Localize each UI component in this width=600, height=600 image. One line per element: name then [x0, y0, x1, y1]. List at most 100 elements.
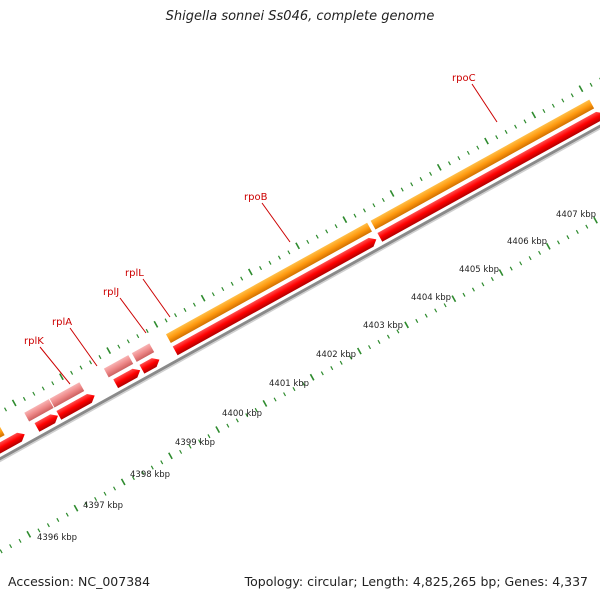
- tick-mark: [353, 213, 357, 218]
- scale-label: 4403 kbp: [363, 321, 403, 331]
- tick-mark: [471, 287, 475, 292]
- tick-mark: [200, 294, 206, 302]
- gene-rplK[interactable]: [24, 399, 54, 422]
- tick-mark: [356, 347, 362, 355]
- gene-label-rpoB: rpoB: [244, 192, 268, 203]
- tick-mark: [79, 365, 83, 370]
- tick-mark: [362, 208, 366, 213]
- tick-mark: [509, 266, 513, 271]
- tick-mark: [400, 187, 404, 192]
- tick-mark: [9, 544, 13, 549]
- cds-rpoC[interactable]: [377, 109, 600, 242]
- genome-backbone: [0, 102, 600, 542]
- tick-mark: [150, 465, 154, 470]
- scale-label: 4407 kbp: [556, 210, 596, 220]
- tick-mark: [396, 329, 400, 334]
- tick-mark: [519, 261, 523, 266]
- tick-mark: [451, 295, 457, 303]
- tick-mark: [542, 108, 546, 114]
- cds-feature[interactable]: [56, 391, 97, 420]
- tick-mark: [59, 373, 64, 381]
- scale-label: 4401 kbp: [269, 379, 309, 389]
- tick-mark: [141, 470, 145, 475]
- tick-mark: [377, 339, 381, 344]
- tick-mark: [462, 292, 466, 297]
- tick-mark: [551, 103, 555, 108]
- gene-rplL[interactable]: [131, 343, 155, 362]
- tick-mark: [136, 334, 140, 339]
- tick-mark: [504, 129, 508, 134]
- tick-mark: [198, 439, 202, 444]
- tick-mark: [481, 282, 485, 287]
- tick-mark: [32, 391, 36, 396]
- gene-label-rplL: rplL: [125, 268, 144, 279]
- gene-rplJ[interactable]: [103, 355, 134, 378]
- tick-mark: [575, 229, 579, 234]
- tick-mark: [466, 150, 470, 155]
- cds-feature[interactable]: [113, 366, 142, 389]
- tick-mark: [192, 302, 196, 307]
- gene-label-rplJ: rplJ: [103, 287, 119, 298]
- tick-mark: [56, 517, 60, 522]
- tick-mark: [120, 478, 126, 486]
- tick-mark: [247, 268, 253, 276]
- tick-mark: [334, 224, 338, 229]
- tick-mark: [538, 250, 542, 255]
- gene-rplA[interactable]: [49, 382, 85, 408]
- tick-mark: [46, 523, 50, 528]
- tick-mark: [145, 328, 149, 333]
- tick-mark: [476, 145, 480, 150]
- tick-mark: [153, 320, 159, 328]
- tick-mark: [523, 119, 527, 124]
- tick-mark: [315, 234, 319, 239]
- scale-label: 4405 kbp: [459, 265, 499, 275]
- tick-mark: [283, 392, 287, 397]
- tick-mark: [51, 381, 55, 386]
- tick-mark: [183, 307, 187, 312]
- tick-mark: [457, 156, 461, 161]
- scale-label: 4399 kbp: [175, 438, 215, 448]
- tick-mark: [215, 426, 221, 434]
- scale-label: 4402 kbp: [316, 350, 356, 360]
- tick-mark: [277, 255, 281, 260]
- tick-mark: [561, 98, 565, 103]
- tick-mark: [593, 216, 598, 224]
- gene-label-rplK: rplK: [24, 336, 44, 347]
- tick-mark: [330, 366, 334, 371]
- genome-backbone-shadow: [0, 105, 600, 544]
- tick-mark: [490, 277, 494, 282]
- scale-label: 4406 kbp: [507, 237, 547, 247]
- tick-mark: [273, 397, 277, 402]
- tick-mark: [570, 93, 574, 98]
- gene-labels: rplK rplA rplJ rplL rpoB rpoC: [24, 73, 476, 347]
- cds-feature[interactable]: [34, 411, 61, 432]
- gene-rpoB[interactable]: [165, 222, 372, 343]
- tick-mark: [254, 407, 258, 413]
- scale-label: 4398 kbp: [130, 470, 170, 480]
- tick-mark: [292, 386, 296, 392]
- tick-mark: [84, 502, 88, 507]
- cds-feature[interactable]: [139, 355, 162, 374]
- tick-mark: [386, 334, 390, 339]
- cds-rpoB[interactable]: [172, 235, 379, 356]
- tick-mark: [221, 286, 225, 292]
- tick-mark: [37, 528, 41, 533]
- tick-mark: [4, 407, 7, 412]
- cds-feature[interactable]: [0, 430, 27, 456]
- tick-mark: [531, 111, 537, 119]
- tick-mark: [434, 308, 438, 313]
- tick-mark: [368, 345, 372, 350]
- gene-rpoC[interactable]: [370, 99, 595, 230]
- tick-mark: [103, 491, 107, 496]
- tick-mark: [325, 229, 329, 234]
- tick-mark: [126, 339, 130, 344]
- scale-label: 4400 kbp: [222, 409, 262, 419]
- tick-mark: [514, 124, 518, 129]
- tick-mark: [41, 386, 45, 391]
- tick-mark: [174, 313, 178, 318]
- tick-mark: [389, 190, 395, 197]
- tick-mark: [404, 321, 409, 329]
- tick-mark: [73, 504, 79, 512]
- tick-mark: [342, 216, 348, 224]
- scale-labels: 4396 kbp 4397 kbp 4398 kbp 4399 kbp 4400…: [37, 210, 596, 543]
